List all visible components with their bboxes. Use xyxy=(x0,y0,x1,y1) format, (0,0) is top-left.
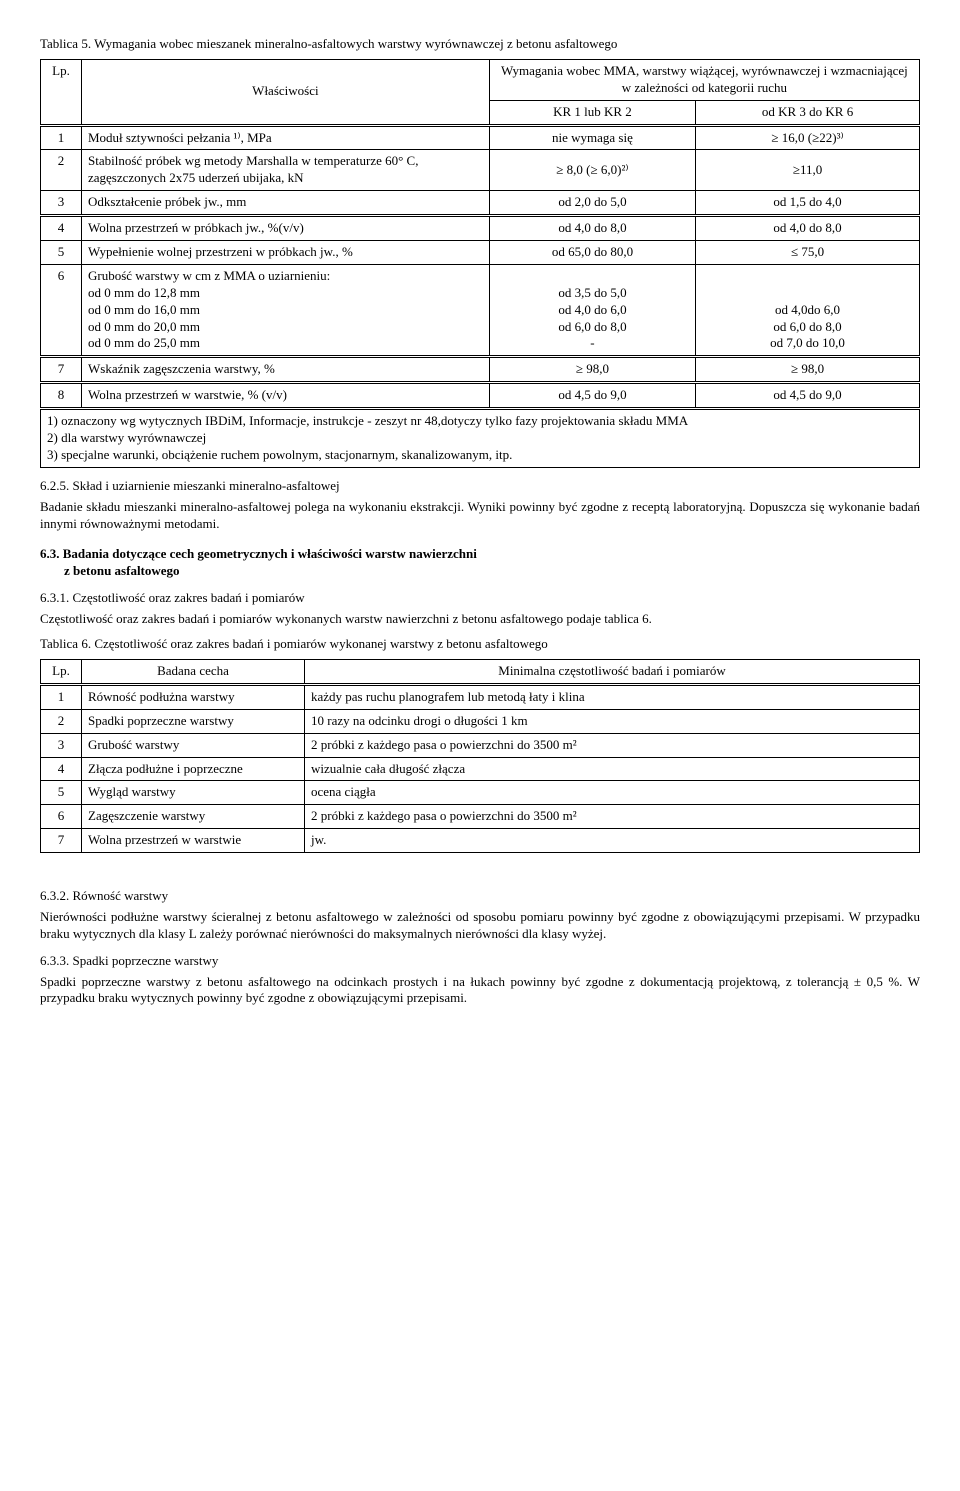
t6-row-name: Grubość warstwy xyxy=(82,733,305,757)
t5-row-kr36: ≥11,0 xyxy=(696,150,920,191)
s631-text: Częstotliwość oraz zakres badań i pomiar… xyxy=(40,611,920,628)
t5-col-prop: Właściwości xyxy=(82,59,490,125)
t5-row-prop: Wskaźnik zagęszczenia warstwy, % xyxy=(82,357,490,383)
t5-row-kr12: od 4,0 do 8,0 xyxy=(489,216,695,241)
t6-row-name: Złącza podłużne i poprzeczne xyxy=(82,757,305,781)
t5-row-num: 6 xyxy=(41,264,82,356)
table5-title: Tablica 5. Wymagania wobec mieszanek min… xyxy=(40,36,920,53)
t5-row-prop: Wolna przestrzeń w warstwie, % (v/v) xyxy=(82,383,490,409)
s625-head: 6.2.5. Skład i uziarnienie mieszanki min… xyxy=(40,478,920,495)
t6-row-freq: każdy pas ruchu planografem lub metodą ł… xyxy=(305,684,920,709)
t6-row-name: Zagęszczenie warstwy xyxy=(82,805,305,829)
s63-head-line2: z betonu asfaltowego xyxy=(40,563,180,578)
t5-row-kr36: ≥ 98,0 xyxy=(696,357,920,383)
t5-row-num: 8 xyxy=(41,383,82,409)
t5-col-lp: Lp. xyxy=(41,59,82,125)
t6-row-freq: ocena ciągła xyxy=(305,781,920,805)
t6-row-name: Równość podłużna warstwy xyxy=(82,684,305,709)
t6-col-name: Badana cecha xyxy=(82,659,305,684)
t5-row-kr12: od 3,5 do 5,0 od 4,0 do 6,0 od 6,0 do 8,… xyxy=(489,264,695,356)
t5-row-kr12: od 4,5 do 9,0 xyxy=(489,383,695,409)
t5-notes: 1) oznaczony wg wytycznych IBDiM, Inform… xyxy=(41,409,920,468)
t5-row-num: 2 xyxy=(41,150,82,191)
t5-row-num: 7 xyxy=(41,357,82,383)
t5-row-kr36: od 4,0 do 8,0 xyxy=(696,216,920,241)
t5-col-req: Wymagania wobec MMA, warstwy wiążącej, w… xyxy=(489,59,919,100)
t6-row-name: Wolna przestrzeń w warstwie xyxy=(82,829,305,853)
s63-head: 6.3. Badania dotyczące cech geometryczny… xyxy=(40,546,920,580)
t6-row-freq: 2 próbki z każdego pasa o powierzchni do… xyxy=(305,733,920,757)
t6-col-freq: Minimalna częstotliwość badań i pomiarów xyxy=(305,659,920,684)
t5-row-kr12: ≥ 8,0 (≥ 6,0)²⁾ xyxy=(489,150,695,191)
t6-row-num: 5 xyxy=(41,781,82,805)
t5-col-kr12: KR 1 lub KR 2 xyxy=(489,100,695,125)
s633-text: Spadki poprzeczne warstwy z betonu asfal… xyxy=(40,974,920,1008)
s633-head: 6.3.3. Spadki poprzeczne warstwy xyxy=(40,953,920,970)
t5-row-kr12: od 2,0 do 5,0 xyxy=(489,191,695,216)
t5-row-kr36: od 4,5 do 9,0 xyxy=(696,383,920,409)
t6-row-freq: 10 razy na odcinku drogi o długości 1 km xyxy=(305,709,920,733)
t5-row-prop: Grubość warstwy w cm z MMA o uziarnieniu… xyxy=(82,264,490,356)
t5-row-kr12: ≥ 98,0 xyxy=(489,357,695,383)
t5-row-prop: Stabilność próbek wg metody Marshalla w … xyxy=(82,150,490,191)
s632-text: Nierówności podłużne warstwy ścieralnej … xyxy=(40,909,920,943)
table6-title: Tablica 6. Częstotliwość oraz zakres bad… xyxy=(40,636,920,653)
t5-row-kr12: od 65,0 do 80,0 xyxy=(489,241,695,265)
t5-row-num: 5 xyxy=(41,241,82,265)
s631-head: 6.3.1. Częstotliwość oraz zakres badań i… xyxy=(40,590,920,607)
t6-row-freq: jw. xyxy=(305,829,920,853)
t6-row-freq: 2 próbki z każdego pasa o powierzchni do… xyxy=(305,805,920,829)
t6-row-num: 2 xyxy=(41,709,82,733)
t6-row-name: Wygląd warstwy xyxy=(82,781,305,805)
t6-row-num: 6 xyxy=(41,805,82,829)
s63-head-line1: 6.3. Badania dotyczące cech geometryczny… xyxy=(40,546,477,561)
t6-row-freq: wizualnie cała długość złącza xyxy=(305,757,920,781)
t5-row-num: 1 xyxy=(41,125,82,150)
t5-row-num: 3 xyxy=(41,191,82,216)
t6-row-num: 1 xyxy=(41,684,82,709)
t5-row-prop: Moduł sztywności pełzania ¹⁾, MPa xyxy=(82,125,490,150)
t6-row-num: 3 xyxy=(41,733,82,757)
t6-row-name: Spadki poprzeczne warstwy xyxy=(82,709,305,733)
s625-text: Badanie składu mieszanki mineralno-asfal… xyxy=(40,499,920,533)
t6-row-num: 7 xyxy=(41,829,82,853)
t5-col-kr36: od KR 3 do KR 6 xyxy=(696,100,920,125)
t5-row-kr12: nie wymaga się xyxy=(489,125,695,150)
t5-row-kr36: od 1,5 do 4,0 xyxy=(696,191,920,216)
t5-row-prop: Wolna przestrzeń w próbkach jw., %(v/v) xyxy=(82,216,490,241)
t5-row-num: 4 xyxy=(41,216,82,241)
t6-row-num: 4 xyxy=(41,757,82,781)
table6: Lp. Badana cecha Minimalna częstotliwość… xyxy=(40,659,920,853)
t5-row-prop: Odkształcenie próbek jw., mm xyxy=(82,191,490,216)
table5: Lp. Właściwości Wymagania wobec MMA, war… xyxy=(40,59,920,468)
t5-row-kr36: ≤ 75,0 xyxy=(696,241,920,265)
t5-row-kr36: od 4,0do 6,0 od 6,0 do 8,0 od 7,0 do 10,… xyxy=(696,264,920,356)
t5-row-kr36: ≥ 16,0 (≥22)³⁾ xyxy=(696,125,920,150)
t6-col-lp: Lp. xyxy=(41,659,82,684)
s632-head: 6.3.2. Równość warstwy xyxy=(40,888,920,905)
t5-row-prop: Wypełnienie wolnej przestrzeni w próbkac… xyxy=(82,241,490,265)
